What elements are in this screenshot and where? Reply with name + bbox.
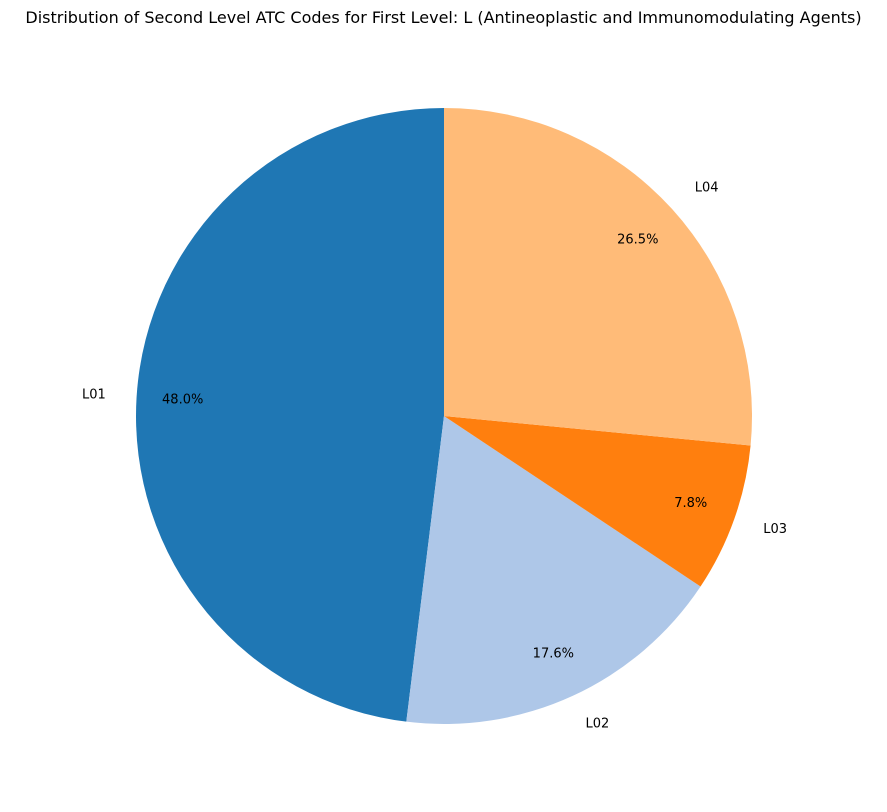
slice-label-l04: L04 bbox=[695, 181, 719, 196]
pct-label-l03: 7.8% bbox=[674, 496, 707, 511]
pct-label-l04: 26.5% bbox=[617, 232, 658, 247]
pct-label-l01: 48.0% bbox=[162, 392, 203, 407]
slice-label-l01: L01 bbox=[82, 388, 106, 403]
chart-title: Distribution of Second Level ATC Codes f… bbox=[25, 8, 861, 27]
slice-label-l03: L03 bbox=[763, 522, 787, 537]
pie-slices bbox=[135, 108, 752, 724]
pie-slice-l02 bbox=[406, 416, 701, 724]
pie-slice-l04 bbox=[444, 108, 752, 446]
slice-label-l02: L02 bbox=[585, 716, 609, 731]
pie-labels: L01 48.0% L02 17.6% L03 7.8% L04 26.5% bbox=[82, 181, 787, 732]
pie-slice-l01 bbox=[135, 108, 444, 722]
pie-slice-l03 bbox=[444, 416, 751, 587]
pct-label-l02: 17.6% bbox=[533, 646, 574, 661]
